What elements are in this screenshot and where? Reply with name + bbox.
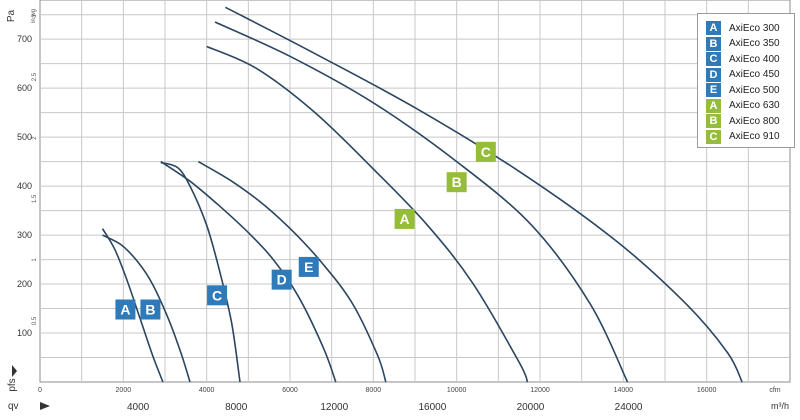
x-tick-label: 4000 <box>199 387 215 394</box>
curve-badge-letter: A <box>400 211 410 227</box>
y-secondary-tick-label: 2.5 <box>32 72 38 81</box>
curve-badge-axieco-800: B <box>446 172 467 193</box>
legend-label: AxiEco 400 <box>729 53 780 65</box>
y-secondary-tick-label: 1.5 <box>32 194 38 203</box>
y-secondary-tick-label: 3 <box>32 14 38 18</box>
legend-item: C AxiEco 400 <box>706 52 780 66</box>
x-tick-label: 0 <box>38 387 42 394</box>
x-tick-label: 12000 <box>530 387 550 394</box>
legend-item: B AxiEco 800 <box>706 114 780 128</box>
x-unit-top: cfm <box>769 387 780 394</box>
curve-badge-axieco-910: C <box>475 141 496 162</box>
legend-item: B AxiEco 350 <box>706 36 780 51</box>
legend-badge: B <box>706 114 721 128</box>
flow-axis-symbol: qv <box>8 401 19 412</box>
flow-axis-arrow-icon <box>40 402 50 410</box>
x-secondary-tick-label: 4000 <box>127 402 150 413</box>
x-tick-label: 2000 <box>116 387 132 394</box>
legend-badge: B <box>706 36 721 51</box>
curve-badge-box <box>115 299 136 320</box>
curve-badge-box <box>475 141 496 162</box>
curve-badge-axieco-350: B <box>140 299 161 320</box>
legend-badge: C <box>706 129 721 144</box>
curve-badge-letter: B <box>452 174 462 190</box>
curve-badge-axieco-630: A <box>394 208 415 229</box>
y-tick-label: 300 <box>17 230 32 240</box>
series-line-axieco-500 <box>197 160 387 383</box>
series-line-axieco-450 <box>160 160 337 383</box>
curve-badge-box <box>207 285 228 306</box>
x-secondary-tick-label: 20000 <box>517 402 545 413</box>
y-tick-label: 600 <box>17 83 32 93</box>
x-tick-label: 6000 <box>282 387 298 394</box>
curve-badge-letter: A <box>120 302 130 318</box>
curve-badge-box <box>394 208 415 229</box>
curve-badge-letter: B <box>145 302 155 318</box>
legend-item: D AxiEco 450 <box>706 67 780 82</box>
series-line-axieco-910 <box>225 6 743 383</box>
legend-label: AxiEco 910 <box>729 131 780 142</box>
x-secondary-tick-label: 12000 <box>320 402 348 413</box>
legend-item: E AxiEco 500 <box>706 83 780 97</box>
x-secondary-tick-label: 24000 <box>615 402 643 413</box>
curve-badge-letter: E <box>304 259 313 275</box>
y-tick-label: 200 <box>17 279 32 289</box>
curve-badge-axieco-500: E <box>298 256 319 277</box>
legend-badge: A <box>706 21 721 35</box>
legend-item: A AxiEco 630 <box>706 98 780 113</box>
y-secondary-tick-label: 1 <box>32 258 38 262</box>
x-tick-label: 16000 <box>697 387 717 394</box>
y-tick-label: 700 <box>17 34 32 44</box>
curve-badge-box <box>271 269 292 290</box>
y-tick-label: 100 <box>17 328 32 338</box>
series-line-axieco-630 <box>206 45 529 383</box>
curve-badge-box <box>140 299 161 320</box>
legend-label: AxiEco 500 <box>729 84 780 96</box>
x-unit-bottom: m³/h <box>771 401 789 411</box>
legend-badge: D <box>706 67 721 82</box>
legend-label: AxiEco 630 <box>729 100 780 111</box>
legend-label: AxiEco 350 <box>729 38 780 49</box>
series-line-axieco-800 <box>214 21 629 383</box>
y-tick-label: 500 <box>17 132 32 142</box>
pressure-axis-arrow-icon <box>12 365 17 377</box>
x-tick-label: 8000 <box>366 387 382 394</box>
legend-badge: E <box>706 83 721 97</box>
chart-legend: A AxiEco 300 B AxiEco 350 C AxiEco 400 D AxiEco… <box>697 13 795 148</box>
axis-layer: Pa in.wg pfs cfm qv m³/h 100 200 300 400 500… <box>6 9 789 413</box>
y-axis-secondary-title: in.wg <box>31 9 37 23</box>
legend-label: AxiEco 450 <box>729 69 780 80</box>
curve-badge-axieco-300: A <box>115 299 136 320</box>
curve-badge-box <box>446 172 467 193</box>
y-secondary-tick-label: 2 <box>32 136 38 140</box>
legend-label: AxiEco 300 <box>729 22 780 34</box>
curve-badge-axieco-400: C <box>207 285 228 306</box>
x-secondary-tick-label: 8000 <box>225 402 248 413</box>
y-axis-title: Pa <box>6 9 17 22</box>
x-tick-label: 10000 <box>447 387 467 394</box>
x-tick-label: 14000 <box>614 387 634 394</box>
series-line-axieco-400 <box>160 161 241 383</box>
legend-item: A AxiEco 300 <box>706 21 780 35</box>
curve-badge-letter: D <box>277 272 287 288</box>
curve-badge-letter: C <box>212 287 222 303</box>
curve-badge-letter: C <box>481 144 491 160</box>
legend-badge: C <box>706 52 721 66</box>
curve-badge-box <box>298 256 319 277</box>
pressure-axis-symbol: pfs <box>7 378 18 391</box>
y-secondary-tick-label: 0.5 <box>32 316 38 325</box>
legend-item: C AxiEco 910 <box>706 129 780 144</box>
x-secondary-tick-label: 16000 <box>418 402 446 413</box>
series-line-axieco-350 <box>102 234 191 383</box>
y-tick-label: 400 <box>17 181 32 191</box>
curve-badge-axieco-450: D <box>271 269 292 290</box>
legend-label: AxiEco 800 <box>729 115 780 127</box>
legend-badge: A <box>706 98 721 113</box>
